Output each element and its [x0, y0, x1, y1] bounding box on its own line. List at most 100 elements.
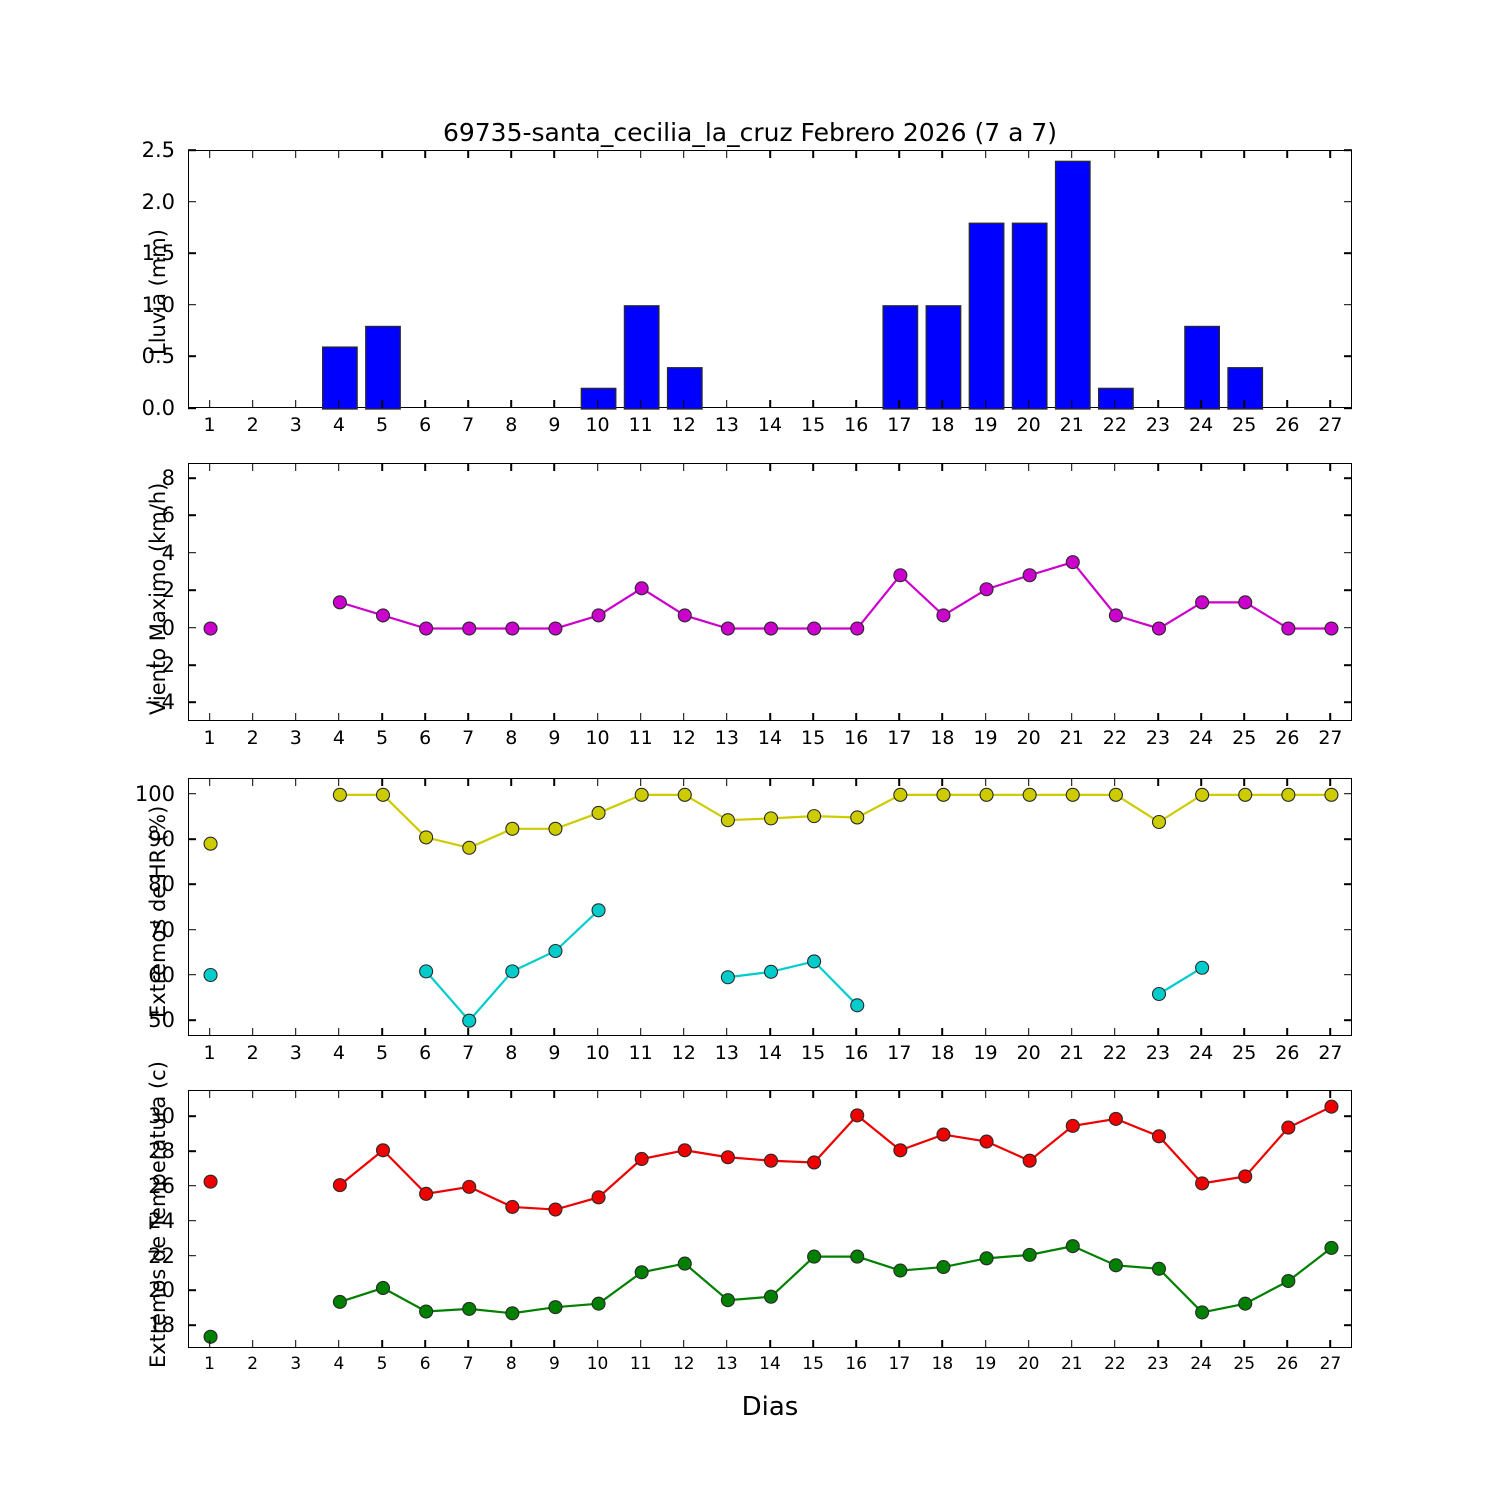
- xtick-mark: [381, 1340, 383, 1348]
- ytick-mark: [188, 304, 196, 306]
- ytick-label: 90: [148, 827, 175, 852]
- ytick-label: 8: [161, 465, 175, 490]
- xtick-mark: [1027, 463, 1030, 471]
- xtick-mark: [1157, 778, 1159, 786]
- series-point: [375, 1280, 391, 1296]
- xtick-label: 4: [332, 727, 345, 749]
- xtick-mark: [294, 463, 297, 471]
- xtick-label: 11: [629, 1354, 652, 1374]
- lluvia-bar: [1184, 325, 1221, 410]
- series-point: [634, 787, 649, 802]
- xtick-mark: [1243, 713, 1246, 721]
- ytick-label: 18: [148, 1313, 175, 1338]
- xtick-label: 9: [548, 727, 561, 749]
- xtick-label: 8: [505, 414, 518, 436]
- series-point: [634, 1151, 649, 1167]
- xtick-mark: [510, 778, 513, 786]
- ytick-mark: [188, 477, 196, 479]
- xtick-mark: [639, 1090, 642, 1098]
- series-point: [1108, 787, 1123, 802]
- xtick-label: 27: [1318, 1042, 1343, 1064]
- series-point: [1324, 1240, 1339, 1255]
- series-point: [763, 811, 779, 826]
- xtick-mark: [596, 778, 599, 786]
- xtick-label: 25: [1232, 414, 1257, 436]
- xtick-mark: [467, 400, 470, 408]
- ytick-label: 2: [161, 578, 175, 603]
- xtick-mark: [726, 1028, 728, 1036]
- xtick-label: 11: [628, 1042, 653, 1064]
- xtick-mark: [984, 713, 987, 721]
- xtick-label: 2: [246, 1042, 259, 1064]
- ytick-mark: [1344, 928, 1352, 931]
- xtick-mark: [1329, 463, 1332, 471]
- xtick-mark: [941, 778, 944, 786]
- series-point: [936, 1127, 951, 1142]
- xtick-mark: [769, 463, 771, 471]
- xtick-label: 27: [1319, 1354, 1342, 1374]
- xtick-label: 4: [332, 1042, 345, 1064]
- xtick-mark: [1243, 1090, 1246, 1098]
- xtick-mark: [639, 150, 642, 158]
- xtick-mark: [381, 400, 383, 408]
- ytick-label: 24: [148, 1208, 175, 1233]
- xtick-label: 19: [974, 1354, 997, 1374]
- ytick-mark: [1344, 974, 1352, 976]
- xtick-label: 5: [375, 727, 389, 749]
- xtick-label: 21: [1060, 1354, 1083, 1374]
- ytick-mark: [1344, 793, 1352, 795]
- xtick-mark: [769, 1340, 771, 1348]
- xtick-mark: [553, 463, 556, 471]
- xtick-mark: [898, 463, 901, 471]
- xtick-label: 5: [376, 1354, 388, 1374]
- xtick-label: 14: [759, 1354, 781, 1374]
- xtick-mark: [424, 713, 426, 721]
- series-point: [419, 964, 434, 979]
- ytick-mark: [1344, 883, 1352, 886]
- xtick-mark: [769, 400, 771, 408]
- xtick-mark: [769, 1090, 771, 1098]
- xtick-label: 16: [844, 1042, 869, 1064]
- xtick-label: 6: [419, 1354, 431, 1374]
- xtick-mark: [1200, 1340, 1202, 1348]
- xtick-mark: [726, 713, 728, 721]
- ytick-mark: [188, 407, 196, 409]
- xtick-mark: [1027, 400, 1030, 408]
- xtick-mark: [1070, 150, 1073, 158]
- xtick-label: 3: [289, 727, 302, 749]
- series-point: [850, 621, 865, 636]
- ytick-mark: [1344, 1115, 1352, 1117]
- xtick-label: 10: [585, 414, 610, 436]
- series-point: [1195, 1176, 1210, 1191]
- xtick-label: 2: [246, 414, 259, 436]
- xtick-mark: [251, 1090, 254, 1098]
- ytick-mark: [1344, 701, 1352, 704]
- series-point: [763, 1153, 779, 1168]
- xtick-mark: [898, 778, 901, 786]
- xtick-mark: [208, 778, 211, 786]
- xtick-mark: [639, 713, 642, 721]
- ytick-mark: [1344, 252, 1352, 254]
- series-point: [203, 1174, 218, 1189]
- ytick-label: 1.0: [141, 292, 175, 317]
- series-point: [1238, 1296, 1253, 1311]
- ytick-mark: [188, 149, 196, 151]
- ytick-mark: [1344, 304, 1352, 306]
- ytick-mark: [188, 626, 196, 629]
- lluvia-bar: [882, 305, 919, 410]
- xtick-label: 16: [844, 414, 869, 436]
- series-point: [1022, 787, 1037, 802]
- xtick-mark: [941, 1090, 944, 1098]
- xtick-label: 26: [1275, 1042, 1300, 1064]
- series-point: [419, 830, 434, 845]
- ytick-mark: [1344, 1289, 1352, 1292]
- xtick-label: 7: [462, 414, 475, 436]
- series-point: [1108, 1258, 1123, 1273]
- xtick-mark: [381, 150, 383, 158]
- xtick-mark: [812, 1028, 814, 1036]
- xtick-mark: [1157, 1028, 1159, 1036]
- series-point: [677, 1256, 692, 1271]
- xtick-mark: [769, 713, 771, 721]
- series-point: [979, 787, 994, 802]
- xtick-mark: [553, 1340, 556, 1348]
